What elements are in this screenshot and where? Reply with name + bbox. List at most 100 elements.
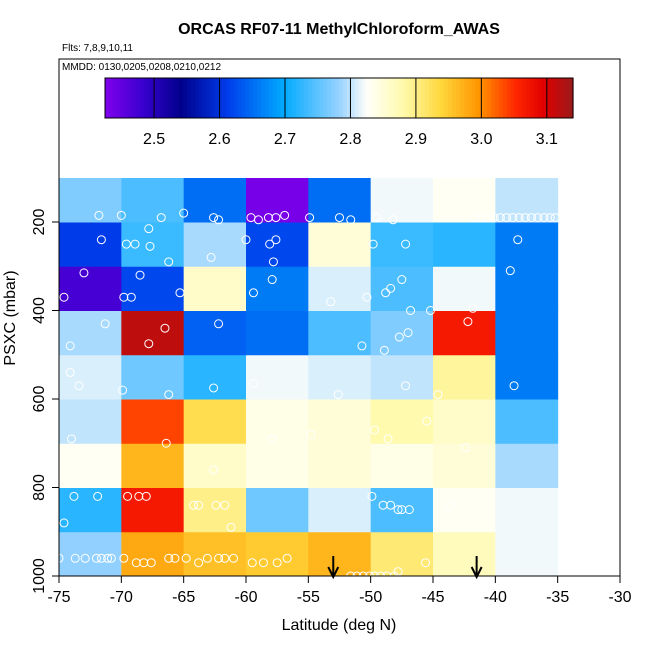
sample-point [247, 558, 257, 568]
colorbar-swatch [307, 78, 313, 118]
sample-point [305, 213, 315, 223]
heatmap-cell [370, 222, 434, 267]
colorbar-swatch [300, 78, 305, 118]
colorbar-swatch [323, 78, 328, 118]
heatmap-cell [183, 178, 247, 223]
sample-point [161, 438, 171, 448]
heatmap-cell [370, 399, 434, 444]
sample-point [397, 275, 407, 285]
sample-point [483, 213, 493, 223]
colorbar-swatch [124, 78, 129, 118]
heatmap-cell [59, 354, 122, 400]
heatmap-cell [495, 222, 559, 267]
heatmap-cell [308, 443, 372, 488]
heatmap-cell [121, 354, 185, 400]
chart-title: ORCAS RF07-11 MethylChloroform_AWAS [178, 21, 500, 38]
sample-point [181, 553, 191, 563]
colorbar-swatch [171, 78, 176, 118]
sample-point [268, 257, 278, 267]
heatmap-cell [370, 178, 434, 223]
y-tick-label: 400 [31, 297, 48, 324]
x-tick-label: -55 [297, 589, 320, 606]
sample-point [59, 292, 69, 302]
colorbar-swatch [198, 78, 204, 118]
arrow-marker-head [327, 566, 340, 580]
colorbar-swatch [144, 78, 149, 118]
colorbar-swatch [354, 78, 360, 118]
colorbar-swatch [163, 78, 168, 118]
sample-point [202, 553, 212, 563]
sample-point [118, 385, 128, 395]
heatmap-cell [308, 354, 372, 400]
sample-point [282, 553, 292, 563]
sample-point [146, 558, 156, 568]
sample-point [211, 500, 221, 510]
sample-point [106, 553, 116, 563]
sample-point [368, 239, 378, 249]
sample-point [134, 491, 144, 501]
sample-point [91, 553, 101, 563]
heatmap-cell [495, 266, 559, 311]
sample-point [433, 390, 443, 400]
heatmap-cell [246, 443, 309, 488]
colorbar-swatch [397, 78, 402, 118]
colorbar-swatch [424, 78, 430, 118]
colorbar-swatch [436, 78, 441, 118]
sample-point [65, 367, 75, 377]
sample-point [421, 558, 431, 568]
x-tick-label: -45 [421, 589, 444, 606]
heatmap-cell [308, 310, 372, 356]
sample-point [463, 317, 473, 327]
colorbar-tick-label: 2.8 [339, 131, 361, 148]
x-tick-label: -60 [234, 589, 257, 606]
heatmap-cell [370, 354, 434, 400]
colorbar-swatch [237, 78, 243, 118]
sample-point [103, 553, 113, 563]
heatmap-cell [59, 310, 122, 356]
colorbar-swatch [549, 78, 555, 118]
sample-point [403, 328, 413, 338]
sample-point [263, 213, 273, 223]
x-tick-label: -65 [172, 589, 195, 606]
colorbar-swatch [245, 78, 250, 118]
sample-point [141, 491, 151, 501]
colorbar-swatch [116, 78, 122, 118]
heatmap-cell [246, 531, 309, 577]
colorbar-swatch [506, 78, 512, 118]
sample-point [100, 319, 110, 329]
heatmap-cell [308, 222, 372, 267]
heatmap-cell [183, 222, 247, 267]
heatmap-cell [59, 178, 122, 223]
colorbar-swatch [565, 78, 570, 118]
colorbar-swatch [311, 78, 317, 118]
sample-point [144, 224, 154, 234]
heatmap-cell [495, 443, 559, 488]
sample-point [214, 215, 224, 225]
colorbar-swatch [105, 78, 110, 118]
heatmap-cell [246, 399, 309, 444]
heatmap-cell [59, 266, 122, 311]
sample-point [189, 500, 199, 510]
sample-point [214, 319, 224, 329]
colorbar-swatch [327, 78, 332, 118]
sample-point [119, 292, 129, 302]
sample-point [121, 239, 131, 249]
sample-point [372, 213, 382, 223]
sample-point [69, 491, 79, 501]
colorbar-swatch [378, 78, 383, 118]
x-tick-label: -30 [608, 589, 631, 606]
colorbar-swatch [569, 78, 574, 118]
sample-point [383, 434, 393, 444]
heatmap-cell [370, 266, 434, 311]
colorbar-swatch [186, 78, 192, 118]
colorbar-swatch [132, 78, 137, 118]
sample-point [248, 379, 258, 389]
heatmap-cells [59, 178, 559, 577]
colorbar-tick-label: 2.6 [208, 131, 230, 148]
colorbar-swatch [128, 78, 133, 118]
colorbar-swatch [459, 78, 465, 118]
sample-point [335, 213, 344, 223]
sample-point [271, 235, 281, 245]
colorbar-swatch [202, 78, 207, 118]
